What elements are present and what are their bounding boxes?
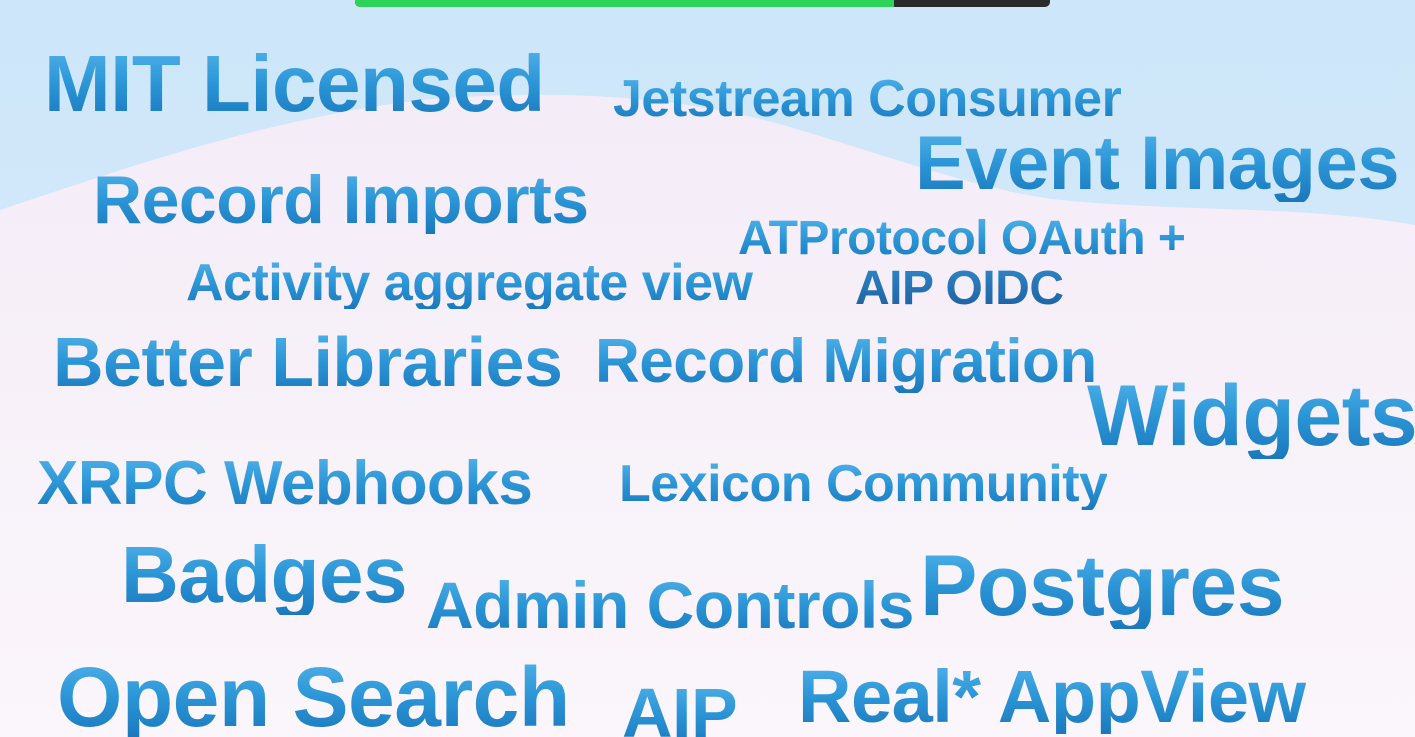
word-mit-licensed: MIT Licensed xyxy=(44,39,545,128)
word-open-search: Open Search xyxy=(57,650,570,737)
word-lexicon-community: Lexicon Community xyxy=(619,455,1108,513)
word-activity-aggregate-view: Activity aggregate view xyxy=(186,254,753,312)
word-badges: Badges xyxy=(121,530,407,619)
word-aip-oidc: AIP OIDC xyxy=(855,262,1064,315)
word-xrpc-webhooks: XRPC Webhooks xyxy=(37,449,533,518)
word-record-imports: Record Imports xyxy=(93,162,589,238)
playback-progress-fill xyxy=(355,0,894,7)
pink-hill xyxy=(0,94,1415,737)
word-real-appview: Real* AppView xyxy=(798,655,1306,737)
word-jetstream-consumer: Jetstream Consumer xyxy=(613,70,1122,128)
word-widgets: Widgets xyxy=(1087,373,1415,459)
word-admin-controls: Admin Controls xyxy=(426,568,914,642)
word-record-migration: Record Migration xyxy=(595,327,1097,396)
word-event-images: Event Images xyxy=(915,121,1400,206)
word-atprotocol-oauth: ATProtocol OAuth + xyxy=(738,212,1186,265)
word-postgres: Postgres xyxy=(920,538,1285,634)
word-aip: AIP xyxy=(622,678,738,737)
playback-progress-bar[interactable] xyxy=(355,0,1050,7)
word-better-libraries: Better Libraries xyxy=(53,323,563,401)
